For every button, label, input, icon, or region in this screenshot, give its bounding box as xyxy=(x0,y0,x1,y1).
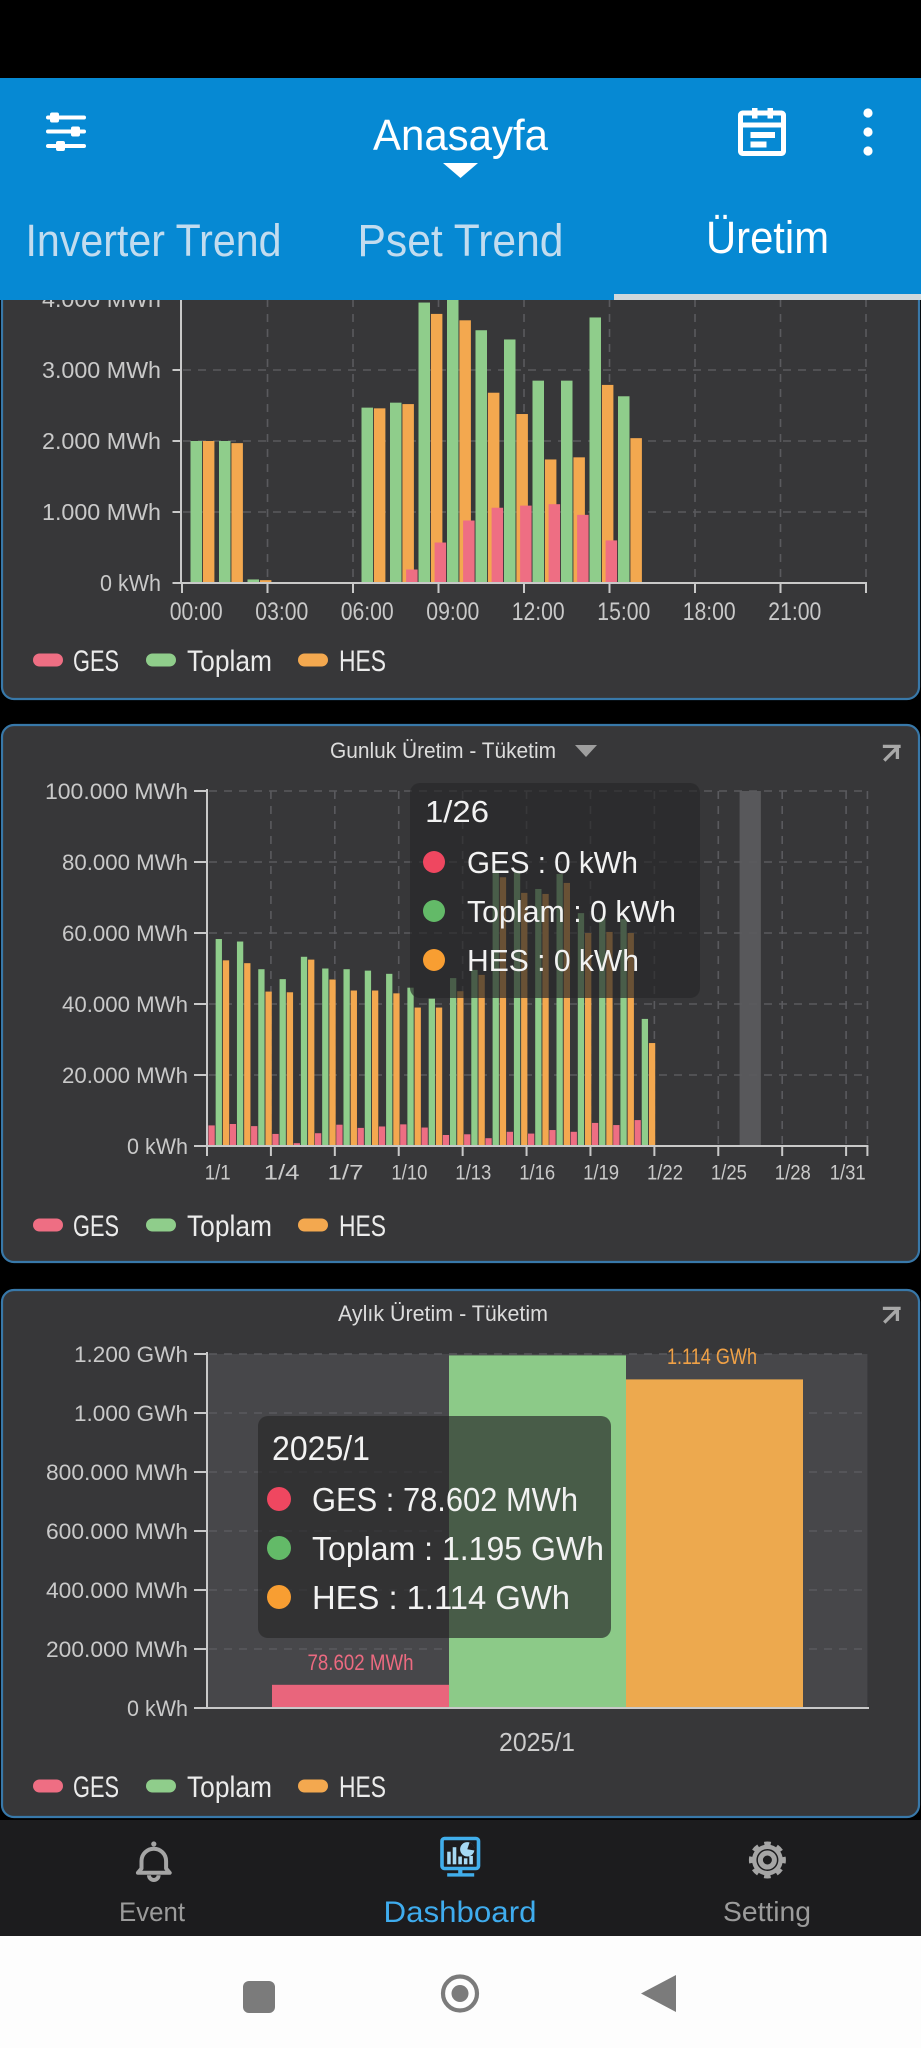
svg-text:Anasayfa: Anasayfa xyxy=(373,111,548,160)
svg-text:03:00: 03:00 xyxy=(255,598,308,626)
svg-text:20.000 MWh: 20.000 MWh xyxy=(62,1063,188,1088)
svg-text:1/1: 1/1 xyxy=(205,1162,231,1185)
svg-text:Inverter Trend: Inverter Trend xyxy=(26,215,282,266)
svg-text:00:00: 00:00 xyxy=(170,598,223,626)
svg-text:2.000 MWh: 2.000 MWh xyxy=(42,428,161,454)
svg-text:Event: Event xyxy=(119,1897,185,1927)
svg-text:09:00: 09:00 xyxy=(426,598,479,626)
svg-text:1/22: 1/22 xyxy=(647,1162,683,1185)
svg-text:78.602 MWh: 78.602 MWh xyxy=(308,1650,414,1675)
svg-text:1.114 GWh: 1.114 GWh xyxy=(667,1344,757,1369)
svg-text:Aylık Üretim - Tüketim: Aylık Üretim - Tüketim xyxy=(338,1301,548,1326)
svg-text:18:00: 18:00 xyxy=(683,598,736,626)
svg-text:GES: GES xyxy=(73,1210,119,1243)
svg-text:1/19: 1/19 xyxy=(583,1162,619,1185)
svg-text:1.000 MWh: 1.000 MWh xyxy=(42,499,161,525)
svg-text:100.000 MWh: 100.000 MWh xyxy=(45,779,188,804)
svg-text:1.000 GWh: 1.000 GWh xyxy=(74,1401,188,1426)
svg-text:HES : 0 kWh: HES : 0 kWh xyxy=(467,943,639,978)
svg-text:21:00: 21:00 xyxy=(768,598,821,626)
svg-text:0 kWh: 0 kWh xyxy=(127,1696,188,1721)
svg-text:40.000 MWh: 40.000 MWh xyxy=(62,992,188,1017)
svg-text:GES: GES xyxy=(73,1771,119,1804)
svg-text:1/4: 1/4 xyxy=(264,1162,300,1185)
svg-text:HES: HES xyxy=(339,1771,386,1804)
svg-text:1/16: 1/16 xyxy=(519,1162,555,1185)
svg-text:Toplam : 1.195 GWh: Toplam : 1.195 GWh xyxy=(312,1530,604,1567)
svg-text:Pset Trend: Pset Trend xyxy=(358,215,564,266)
svg-text:1/26: 1/26 xyxy=(425,794,489,829)
svg-text:2025/1: 2025/1 xyxy=(272,1430,370,1468)
svg-text:Toplam: Toplam xyxy=(187,645,272,678)
svg-text:0 kWh: 0 kWh xyxy=(100,570,161,596)
svg-text:06:00: 06:00 xyxy=(341,598,394,626)
svg-text:Toplam: Toplam xyxy=(187,1771,272,1804)
svg-text:800.000 MWh: 800.000 MWh xyxy=(46,1460,188,1485)
svg-text:Üretim: Üretim xyxy=(706,212,829,263)
svg-text:Dashboard: Dashboard xyxy=(384,1896,537,1929)
svg-text:200.000 MWh: 200.000 MWh xyxy=(46,1637,188,1662)
svg-text:1/31: 1/31 xyxy=(830,1162,866,1185)
svg-text:GES: GES xyxy=(73,645,119,678)
svg-text:400.000 MWh: 400.000 MWh xyxy=(46,1578,188,1603)
svg-text:0 kWh: 0 kWh xyxy=(127,1134,188,1159)
svg-text:600.000 MWh: 600.000 MWh xyxy=(46,1519,188,1544)
svg-text:1/7: 1/7 xyxy=(328,1162,364,1185)
svg-text:12:00: 12:00 xyxy=(512,598,565,626)
svg-text:15:00: 15:00 xyxy=(597,598,650,626)
svg-text:3.000 MWh: 3.000 MWh xyxy=(42,357,161,383)
svg-text:HES : 1.114 GWh: HES : 1.114 GWh xyxy=(312,1579,570,1616)
svg-text:HES: HES xyxy=(339,645,386,678)
svg-text:2025/1: 2025/1 xyxy=(499,1727,575,1757)
svg-text:Toplam : 0 kWh: Toplam : 0 kWh xyxy=(467,894,676,929)
svg-text:Setting: Setting xyxy=(723,1896,811,1927)
svg-text:Toplam: Toplam xyxy=(187,1210,272,1243)
svg-text:80.000 MWh: 80.000 MWh xyxy=(62,850,188,875)
svg-text:GES : 78.602 MWh: GES : 78.602 MWh xyxy=(312,1481,578,1518)
svg-text:60.000 MWh: 60.000 MWh xyxy=(62,921,188,946)
svg-text:1/28: 1/28 xyxy=(775,1162,811,1185)
svg-text:1/25: 1/25 xyxy=(711,1162,747,1185)
svg-text:1/13: 1/13 xyxy=(455,1162,491,1185)
svg-text:HES: HES xyxy=(339,1210,386,1243)
svg-text:1/10: 1/10 xyxy=(391,1162,427,1185)
svg-text:1.200 GWh: 1.200 GWh xyxy=(74,1342,188,1367)
svg-text:Gunluk Üretim - Tüketim: Gunluk Üretim - Tüketim xyxy=(330,738,556,763)
svg-text:GES : 0 kWh: GES : 0 kWh xyxy=(467,845,638,880)
